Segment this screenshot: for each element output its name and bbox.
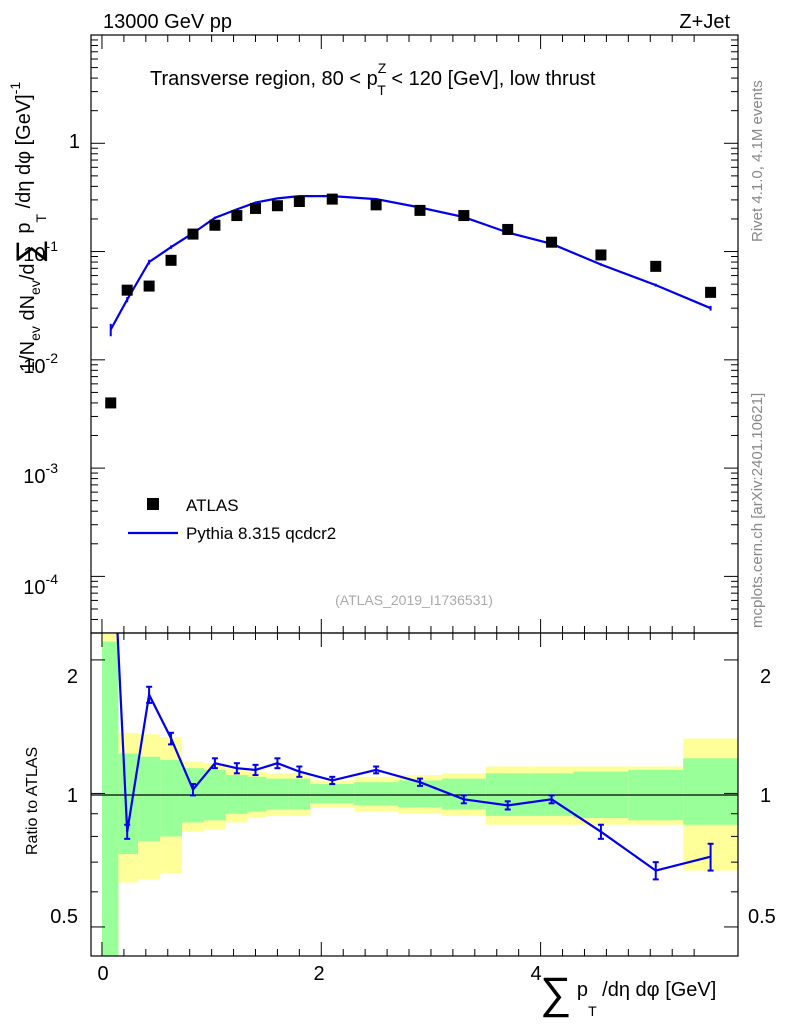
ytick-label-1e-3: 10-3	[23, 460, 58, 488]
main-frame	[90, 34, 739, 634]
ratio-ytick-label-2: 2	[67, 666, 78, 688]
ratio-band-inner	[288, 778, 311, 810]
x-tick-labels: 0 2 4	[97, 963, 541, 985]
process-label: Z+Jet	[679, 11, 730, 33]
atlas-data-point	[249, 202, 261, 214]
ratio-frame	[90, 632, 739, 957]
ratio-band-inner	[310, 784, 355, 804]
mc-series-group	[109, 195, 712, 337]
atlas-data-point	[187, 228, 199, 240]
chart-title: Transverse region, 80 < pZ T < 120 [GeV],…	[150, 60, 596, 98]
atlas-data-point	[143, 280, 155, 292]
xtick-label-4: 4	[530, 963, 541, 985]
atlas-data-point	[326, 193, 338, 205]
atlas-data-point	[650, 260, 662, 272]
atlas-data-point	[458, 210, 470, 222]
ratio-band-inner	[138, 756, 161, 842]
xtick-label-0: 0	[97, 963, 108, 985]
rivet-version-label: Rivet 4.1.0, 4.1M events	[749, 80, 766, 242]
atlas-data-point	[165, 254, 177, 266]
mc-line	[109, 195, 712, 331]
atlas-data-point	[705, 286, 717, 298]
atlas-data-point	[546, 236, 558, 248]
ratio-band-inner	[118, 753, 139, 855]
ytick-label-1e-2: 10-2	[23, 350, 58, 378]
ratio-band-inner	[683, 758, 738, 825]
ytick-label-1: 1	[69, 131, 80, 153]
analysis-id-label: (ATLAS_2019_I1736531)	[335, 592, 493, 608]
atlas-data-point	[502, 223, 514, 235]
ratio-axis-ticks	[91, 633, 738, 956]
ratio-ytick-label-right-2: 2	[760, 666, 771, 688]
legend: ATLAS Pythia 8.315 qcdcr2	[128, 496, 336, 543]
ratio-series-group	[116, 633, 714, 881]
source-label: mcplots.cern.ch [arXiv:2401.10621]	[749, 393, 766, 628]
ratio-band-inner	[354, 782, 399, 806]
ratio-band-inner	[160, 759, 183, 837]
ratio-uncertainty-bands	[101, 633, 738, 956]
atlas-data-point	[231, 210, 243, 222]
ratio-y-tick-labels: 0.5 1 2 0.5 1 2	[50, 666, 776, 928]
ratio-ytick-label-right-0.5: 0.5	[748, 906, 776, 928]
atlas-data-point	[414, 204, 426, 216]
atlas-data-point	[595, 249, 607, 261]
atlas-data-point	[209, 219, 221, 231]
atlas-data-point	[293, 195, 305, 207]
main-y-tick-labels: 10-4 10-3 10-2 10-1 1	[23, 131, 80, 599]
main-y-axis-title: 1/Nev dNev/d∑ pT /dη dφ [GeV]-1	[7, 82, 49, 372]
atlas-data-point	[121, 284, 133, 296]
legend-atlas-marker	[147, 498, 159, 510]
legend-atlas-label: ATLAS	[186, 496, 239, 515]
xtick-label-2: 2	[313, 963, 324, 985]
ratio-ytick-label-1: 1	[67, 785, 78, 807]
ratio-band-inner	[101, 641, 119, 956]
atlas-data-point	[271, 200, 283, 212]
atlas-data-point	[105, 397, 117, 409]
ratio-ytick-label-0.5: 0.5	[50, 906, 78, 928]
legend-mc-label: Pythia 8.315 qcdcr2	[186, 524, 336, 543]
x-axis-title: ∑ pT /dη dφ [GeV]	[540, 969, 716, 1019]
energy-label: 13000 GeV pp	[103, 11, 232, 33]
ratio-ytick-label-right-1: 1	[760, 785, 771, 807]
ytick-label-1e-1: 10-1	[23, 238, 58, 266]
atlas-data-point	[370, 199, 382, 211]
ytick-label-1e-4: 10-4	[23, 571, 58, 599]
ratio-band-inner	[266, 778, 289, 810]
data-series-group	[105, 193, 717, 409]
main-axis-ticks	[91, 34, 738, 634]
ratio-band-inner	[247, 776, 267, 812]
ratio-y-axis-title: Ratio to ATLAS	[24, 747, 41, 855]
